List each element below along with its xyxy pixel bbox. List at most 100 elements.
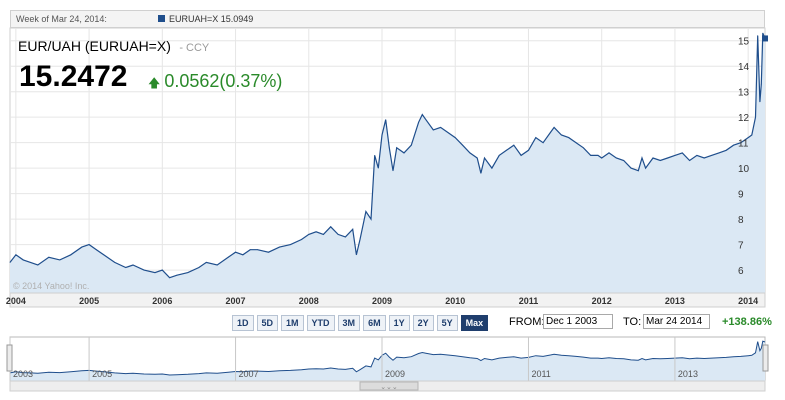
from-label: FROM: — [509, 316, 545, 328]
y-tick-label: 6 — [738, 266, 744, 277]
navigator-year-label: 2007 — [239, 369, 259, 379]
navigator-area — [10, 341, 765, 381]
navigator-left-handle[interactable] — [6, 344, 13, 372]
data-point — [381, 134, 383, 136]
data-point — [718, 152, 720, 154]
y-tick-label: 9 — [738, 190, 744, 201]
data-point — [561, 134, 562, 136]
data-point — [161, 269, 163, 271]
range-button-5d[interactable]: 5D — [256, 315, 279, 331]
data-point — [528, 149, 529, 151]
data-point — [733, 144, 734, 146]
from-date-input[interactable]: Dec 1 2003 — [543, 314, 613, 329]
data-point — [249, 249, 251, 251]
data-point — [491, 167, 493, 169]
data-point — [513, 144, 515, 146]
range-button-6m[interactable]: 6M — [363, 315, 386, 331]
y-tick-label: 8 — [738, 215, 744, 226]
data-point — [568, 137, 570, 138]
data-point — [674, 155, 676, 156]
data-point — [476, 157, 478, 159]
data-point — [374, 155, 376, 156]
range-button-1d[interactable]: 1D — [232, 315, 254, 331]
data-point — [410, 144, 412, 146]
data-point — [70, 254, 72, 256]
y-tick-label: 11 — [738, 139, 749, 150]
data-point — [484, 157, 485, 159]
period-change: +138.86% — [722, 316, 772, 328]
data-point — [9, 262, 11, 263]
quote-type: - CCY — [179, 42, 209, 54]
data-point — [198, 267, 200, 268]
x-tick-label: 2005 — [79, 296, 99, 306]
data-point — [290, 244, 291, 245]
navigator-year-label: 2011 — [531, 369, 550, 379]
data-point — [227, 256, 229, 258]
data-point — [760, 83, 762, 85]
range-button-1m[interactable]: 1M — [281, 315, 304, 331]
to-label: TO: — [623, 316, 642, 328]
data-point — [421, 114, 423, 116]
y-tick-label: 14 — [738, 62, 750, 73]
data-point — [641, 157, 643, 159]
series-area — [10, 33, 765, 293]
data-point — [447, 132, 449, 133]
to-date-input[interactable]: Mar 24 2014 — [643, 314, 710, 329]
data-point — [154, 272, 156, 274]
range-button-max[interactable]: Max — [460, 315, 489, 331]
data-point — [608, 152, 610, 154]
x-tick-label: 2007 — [226, 296, 246, 306]
range-button-ytd[interactable]: YTD — [306, 315, 335, 331]
data-point — [440, 126, 441, 128]
range-button-1y[interactable]: 1Y — [388, 315, 410, 331]
x-tick-label: 2006 — [152, 296, 172, 306]
data-point — [15, 254, 17, 256]
scrollbar-thumb[interactable] — [359, 381, 419, 391]
range-button-3m[interactable]: 3M — [337, 315, 361, 331]
navigator-year-label: 2013 — [678, 369, 698, 379]
range-button-2y[interactable]: 2Y — [412, 315, 434, 331]
data-point — [553, 126, 555, 128]
data-point — [22, 259, 24, 261]
data-point — [762, 32, 764, 34]
navigator-year-label: 2009 — [385, 369, 405, 379]
navigator-right-handle[interactable] — [762, 344, 769, 372]
data-point — [689, 160, 690, 161]
legend-entry: EURUAH=X 15.0949 — [158, 14, 253, 24]
data-point — [469, 152, 471, 154]
data-point — [520, 155, 522, 156]
data-point — [392, 170, 394, 172]
data-point — [81, 246, 83, 248]
data-point — [125, 267, 127, 268]
data-point — [337, 233, 339, 235]
grip-icon: ⌄⌄⌄ — [380, 384, 398, 391]
data-point — [645, 167, 647, 169]
y-tick-label: 13 — [738, 88, 750, 99]
data-point — [498, 155, 500, 156]
data-point — [37, 264, 39, 266]
x-axis-bar — [9, 292, 766, 308]
y-tick-label: 15 — [738, 37, 750, 48]
data-point — [542, 142, 544, 144]
data-point — [575, 142, 577, 144]
legend-label: EURUAH=X 15.0949 — [169, 14, 254, 24]
data-point — [480, 172, 482, 174]
data-point — [143, 269, 145, 271]
y-tick-label: 10 — [738, 164, 750, 175]
data-point — [388, 147, 390, 149]
data-point — [403, 152, 405, 154]
data-point — [216, 264, 218, 266]
data-point — [268, 251, 269, 253]
price-change-value: 0.0562(0.37%) — [164, 71, 283, 91]
data-point — [242, 254, 244, 256]
data-point — [114, 262, 116, 263]
x-tick-label: 2010 — [445, 296, 465, 306]
range-selector: 1D 5D 1M YTD 3M 6M 1Y 2Y 5Y Max — [232, 315, 489, 331]
data-point — [396, 147, 398, 149]
range-button-5y[interactable]: 5Y — [436, 315, 458, 331]
quote-panel: EUR/UAH (EURUAH=X) - CCY 15.2472 🡅 0.0562… — [18, 38, 282, 93]
quote-currency: CCY — [186, 42, 210, 54]
data-point — [615, 157, 617, 159]
data-point — [169, 277, 171, 279]
